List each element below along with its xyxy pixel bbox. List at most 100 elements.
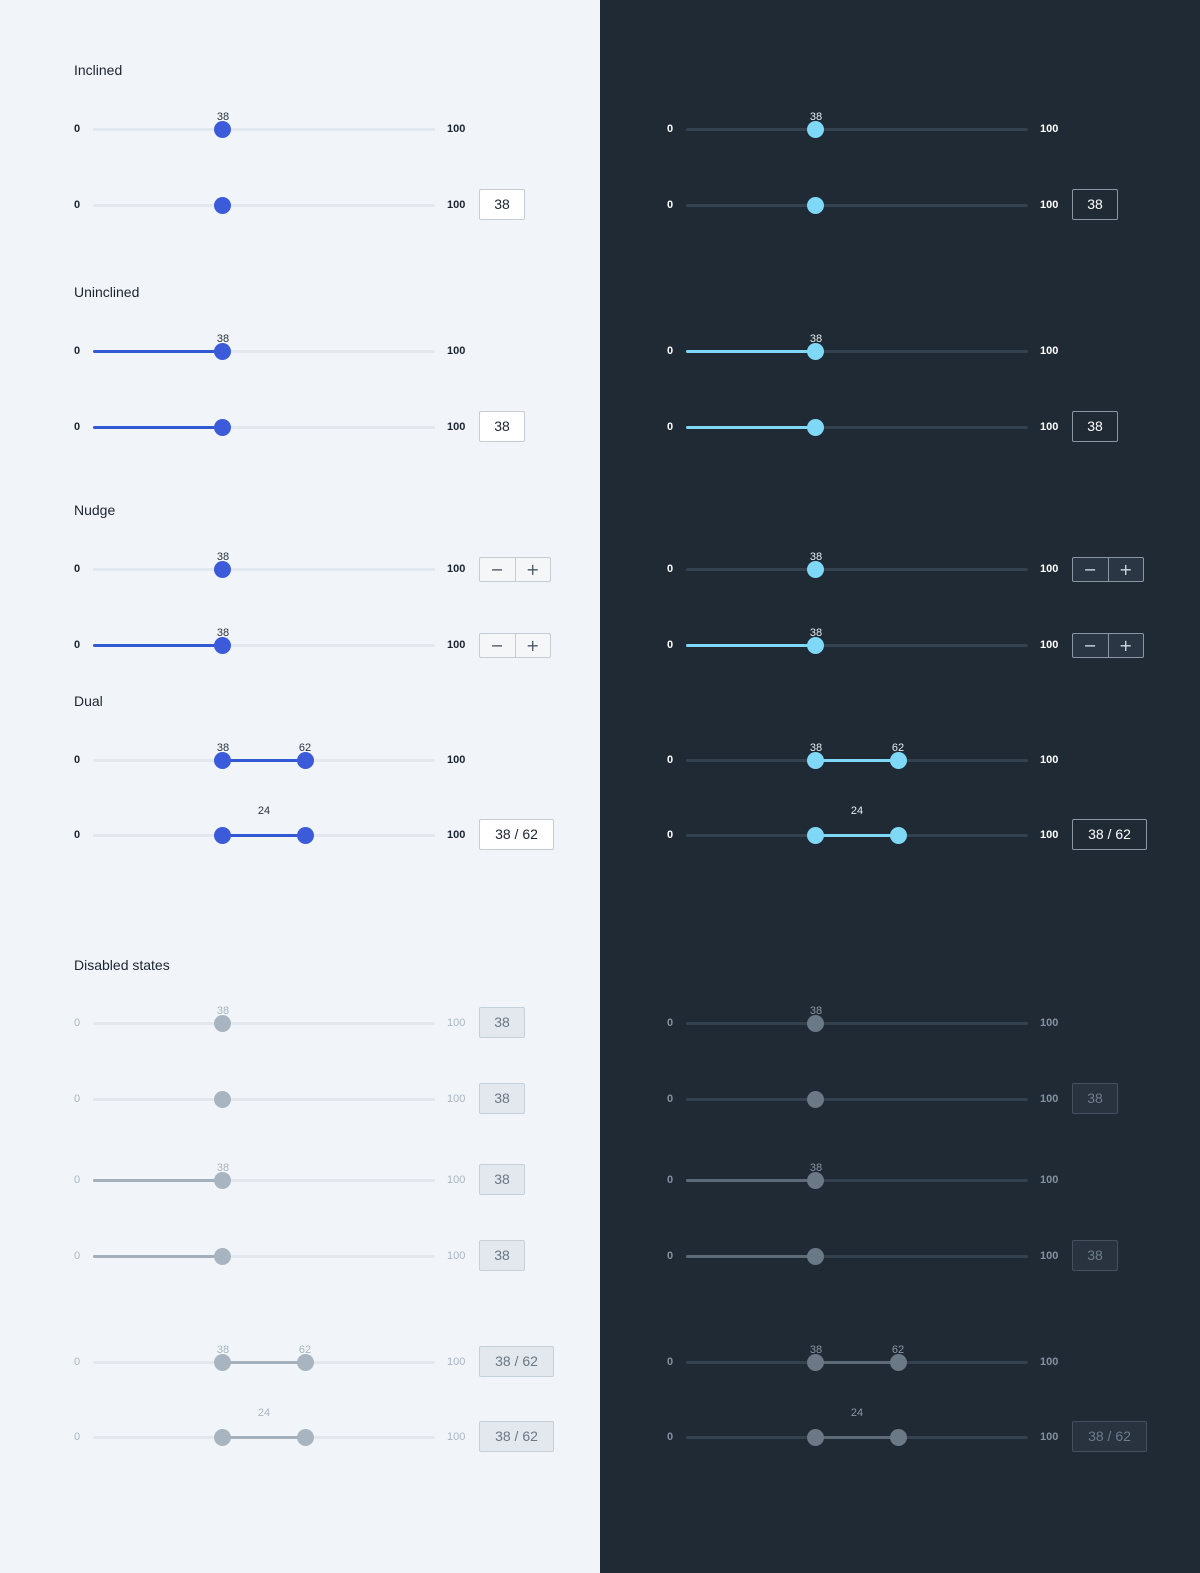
slider-thumb[interactable]: 38 <box>214 333 232 360</box>
slider-thumb-high[interactable]: 62 <box>296 742 314 769</box>
slider-thumb-low <box>807 1429 825 1446</box>
value-input[interactable]: 38 <box>479 411 525 442</box>
range-input[interactable]: 38 / 62 <box>479 819 554 850</box>
slider-thumb[interactable] <box>807 197 825 214</box>
slider-track[interactable] <box>93 128 435 131</box>
slider-track <box>686 1179 1028 1182</box>
slider-disabled-uninclined-labeled: 0 38 100 <box>593 1160 1193 1200</box>
min-label: 0 <box>74 123 81 135</box>
value-label-low: 38 <box>809 1344 823 1356</box>
slider-thumb[interactable]: 38 <box>214 111 232 138</box>
slider-track[interactable] <box>93 204 435 207</box>
max-label: 100 <box>1040 639 1059 651</box>
min-label: 0 <box>667 1250 674 1262</box>
plus-icon[interactable]: + <box>1107 634 1144 657</box>
max-label: 100 <box>447 1356 466 1368</box>
nudge-stepper: − + <box>1072 633 1144 658</box>
plus-icon[interactable]: + <box>1107 558 1144 581</box>
slider-track[interactable] <box>93 426 435 429</box>
slider-fill <box>815 759 899 762</box>
slider-inclined-labeled: 0 38 100 <box>0 109 600 149</box>
min-label: 0 <box>74 754 81 766</box>
slider-thumb-low: 38 <box>214 1344 232 1371</box>
min-label: 0 <box>74 1250 81 1262</box>
slider-thumb-low[interactable]: 38 <box>807 742 825 769</box>
plus-icon[interactable]: + <box>514 634 551 657</box>
slider-thumb-low[interactable] <box>214 827 232 844</box>
slider-thumb: 38 <box>214 1005 232 1032</box>
slider-track <box>93 1098 435 1101</box>
slider-track[interactable] <box>93 568 435 571</box>
minus-icon[interactable]: − <box>1083 560 1097 579</box>
max-label: 100 <box>447 563 466 575</box>
slider-thumb[interactable] <box>214 197 232 214</box>
slider-thumb[interactable]: 38 <box>214 551 232 578</box>
value-label-high: 62 <box>891 1344 905 1356</box>
slider-thumb <box>214 1091 232 1108</box>
slider-track <box>93 1255 435 1258</box>
minus-icon[interactable]: − <box>1083 636 1097 655</box>
slider-track[interactable] <box>686 644 1028 647</box>
max-label: 100 <box>1040 1017 1059 1029</box>
slider-thumb[interactable]: 38 <box>214 627 232 654</box>
slider-thumb-high[interactable] <box>296 827 314 844</box>
slider-uninclined-labeled: 0 38 100 <box>593 331 1193 371</box>
slider-track[interactable] <box>686 426 1028 429</box>
slider-track[interactable] <box>686 568 1028 571</box>
slider-thumb-low: 38 <box>807 1344 825 1371</box>
slider-thumb[interactable]: 38 <box>807 111 825 138</box>
value-label: 38 <box>216 1162 230 1174</box>
slider-thumb[interactable]: 38 <box>807 627 825 654</box>
max-label: 100 <box>1040 754 1059 766</box>
slider-fill <box>222 1361 306 1364</box>
slider-thumb[interactable]: 38 <box>807 333 825 360</box>
slider-nudge-uninclined: 0 38 100 − + <box>593 625 1193 665</box>
slider-thumb-low[interactable] <box>807 827 825 844</box>
min-label: 0 <box>667 421 674 433</box>
max-label: 100 <box>1040 563 1059 575</box>
value-input[interactable]: 38 <box>479 189 525 220</box>
slider-fill: 24 <box>815 1407 899 1439</box>
slider-track[interactable] <box>686 350 1028 353</box>
value-label: 38 <box>809 333 823 345</box>
value-input: 38 <box>479 1007 525 1038</box>
value-input[interactable]: 38 <box>1072 411 1118 442</box>
max-label: 100 <box>1040 421 1059 433</box>
slider-thumb: 38 <box>807 1005 825 1032</box>
minus-icon[interactable]: − <box>490 636 504 655</box>
minus-icon[interactable]: − <box>490 560 504 579</box>
slider-disabled-inclined-labeled: 0 38 100 <box>593 1003 1193 1043</box>
nudge-stepper: − + <box>1072 557 1144 582</box>
value-input[interactable]: 38 <box>1072 189 1118 220</box>
min-label: 0 <box>74 829 81 841</box>
slider-track[interactable] <box>686 204 1028 207</box>
slider-thumb-high[interactable]: 62 <box>889 742 907 769</box>
max-label: 100 <box>447 345 466 357</box>
max-label: 100 <box>1040 1250 1059 1262</box>
slider-thumb: 38 <box>214 1162 232 1189</box>
slider-disabled-dual: 0 24 100 38 / 62 <box>0 1407 600 1457</box>
slider-thumb-high: 62 <box>889 1344 907 1371</box>
slider-disabled-dual-labeled: 0 38 62 100 38 / 62 <box>0 1342 600 1382</box>
slider-thumb-high[interactable] <box>889 827 907 844</box>
slider-fill <box>93 350 223 353</box>
slider-thumb[interactable] <box>807 419 825 436</box>
slider-track[interactable] <box>686 128 1028 131</box>
value-label: 38 <box>809 111 823 123</box>
slider-thumb-low[interactable]: 38 <box>214 742 232 769</box>
min-label: 0 <box>667 1174 674 1186</box>
max-label: 100 <box>1040 1093 1059 1105</box>
slider-uninclined-with-input: 0 100 38 <box>593 407 1193 447</box>
value-label: 38 <box>216 111 230 123</box>
slider-track[interactable] <box>93 644 435 647</box>
slider-thumb[interactable] <box>214 419 232 436</box>
slider-dual-labeled: 0 38 62 100 <box>0 740 600 780</box>
slider-track[interactable] <box>93 350 435 353</box>
slider-thumb: 38 <box>807 1162 825 1189</box>
min-label: 0 <box>74 1356 81 1368</box>
plus-icon[interactable]: + <box>514 558 551 581</box>
slider-thumb[interactable]: 38 <box>807 551 825 578</box>
range-input[interactable]: 38 / 62 <box>1072 819 1147 850</box>
value-label: 38 <box>809 627 823 639</box>
max-label: 100 <box>1040 1356 1059 1368</box>
